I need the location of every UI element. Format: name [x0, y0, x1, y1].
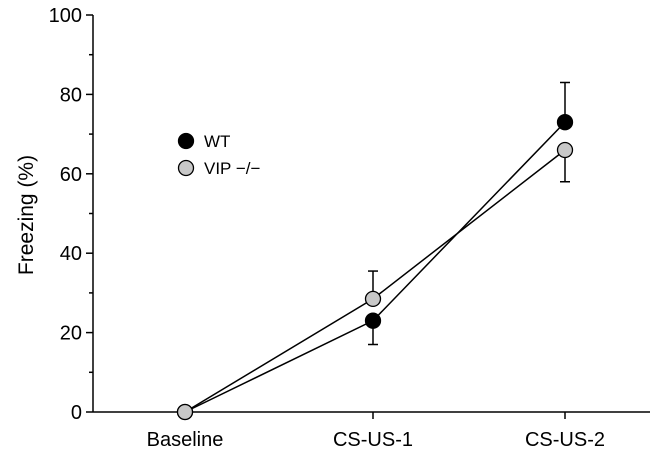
x-tick-label: CS-US-1	[333, 429, 413, 451]
y-tick-label: 40	[60, 243, 82, 265]
series-markers	[176, 114, 574, 421]
y-axis-title: Freezing (%)	[15, 155, 38, 275]
y-tick-label: 60	[60, 164, 82, 186]
y-ticks: 0 20 40 60 80 100	[49, 5, 93, 424]
legend-label: WT	[204, 132, 230, 151]
x-ticks: Baseline CS-US-1 CS-US-2	[147, 412, 605, 451]
y-tick-label: 100	[49, 5, 82, 27]
error-bars	[368, 81, 570, 346]
legend-label: VIP −/−	[204, 159, 260, 178]
legend-marker	[177, 159, 195, 177]
legend-marker	[177, 132, 195, 150]
data-point-1	[176, 403, 194, 421]
series-line-1	[184, 149, 566, 413]
x-tick-label: Baseline	[147, 429, 224, 451]
y-tick-label: 80	[60, 84, 82, 106]
x-tick-label: CS-US-2	[525, 429, 605, 451]
data-point-1	[556, 141, 574, 159]
data-point-0	[556, 114, 574, 131]
y-tick-label: 20	[60, 323, 82, 345]
legend: WT VIP −/−	[177, 132, 260, 178]
data-point-0	[364, 312, 382, 329]
axes	[92, 15, 650, 413]
data-point-1	[364, 290, 382, 308]
y-tick-label: 0	[71, 402, 82, 424]
